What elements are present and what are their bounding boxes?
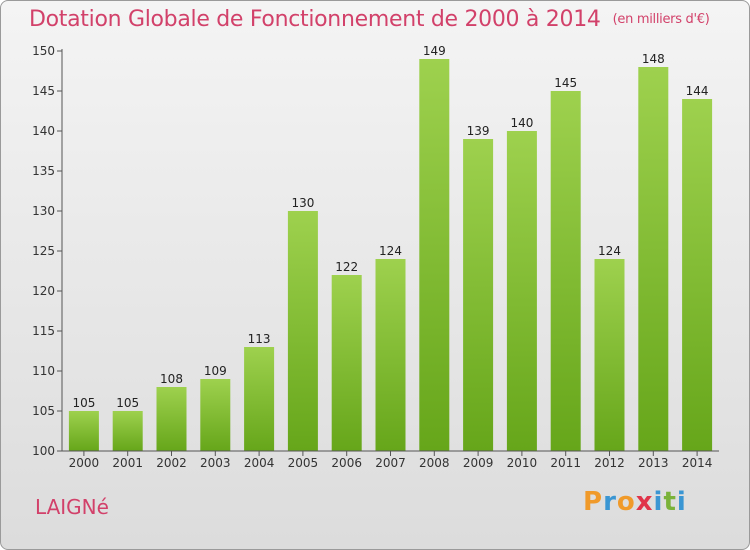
data-label: 109 <box>204 364 227 378</box>
bar <box>244 347 275 451</box>
bar <box>682 99 713 451</box>
x-tick-label: 2013 <box>638 456 669 470</box>
x-tick-label: 2004 <box>244 456 275 470</box>
chart-title: Dotation Globale de Fonctionnement de 20… <box>29 7 710 32</box>
x-tick-label: 2012 <box>594 456 625 470</box>
logo-letter: i <box>676 487 687 517</box>
bar <box>419 59 450 451</box>
data-label: 124 <box>379 244 402 258</box>
y-tick-label: 140 <box>32 124 55 138</box>
x-tick-label: 2000 <box>69 456 100 470</box>
x-tick-label: 2009 <box>463 456 494 470</box>
x-tick-label: 2006 <box>331 456 362 470</box>
bar <box>200 379 231 451</box>
data-label: 149 <box>423 44 446 58</box>
data-label: 108 <box>160 372 183 386</box>
chart-subtitle: (en milliers d'€) <box>612 12 710 27</box>
logo-letter: r <box>603 487 617 517</box>
bar <box>638 67 669 451</box>
y-tick-label: 115 <box>32 324 55 338</box>
data-label: 140 <box>510 116 533 130</box>
data-label: 124 <box>598 244 621 258</box>
logo-letter: P <box>583 487 604 517</box>
bar <box>68 411 99 451</box>
x-tick-label: 2001 <box>112 456 143 470</box>
data-label: 144 <box>686 84 709 98</box>
y-tick-label: 135 <box>32 164 55 178</box>
chart-title-text: Dotation Globale de Fonctionnement de 20… <box>29 7 601 32</box>
y-tick-label: 130 <box>32 204 55 218</box>
y-tick-label: 150 <box>32 44 55 58</box>
bar <box>550 91 581 451</box>
x-tick-label: 2003 <box>200 456 231 470</box>
logo-letter: o <box>616 487 636 517</box>
data-label: 122 <box>335 260 358 274</box>
data-label: 148 <box>642 52 665 66</box>
bar <box>594 259 625 451</box>
commune-name: LAIGNé <box>35 495 109 519</box>
logo-letter: i <box>653 487 664 517</box>
bar <box>287 211 318 451</box>
x-tick-label: 2010 <box>507 456 538 470</box>
logo-letter: t <box>663 487 677 517</box>
y-tick-label: 100 <box>32 444 55 458</box>
bar <box>375 259 406 451</box>
data-label: 113 <box>248 332 271 346</box>
x-tick-label: 2011 <box>550 456 581 470</box>
y-tick-label: 125 <box>32 244 55 258</box>
bar <box>506 131 537 451</box>
logo-letter: x <box>635 487 654 517</box>
proxiti-logo: Proxiti <box>583 487 687 517</box>
bar <box>463 139 494 451</box>
x-tick-label: 2005 <box>288 456 319 470</box>
x-tick-label: 2002 <box>156 456 187 470</box>
x-tick-label: 2014 <box>682 456 713 470</box>
bar <box>112 411 143 451</box>
y-tick-label: 110 <box>32 364 55 378</box>
bar <box>331 275 362 451</box>
data-label: 145 <box>554 76 577 90</box>
bar <box>156 387 187 451</box>
y-tick-label: 145 <box>32 84 55 98</box>
data-label: 105 <box>116 396 139 410</box>
y-tick-label: 120 <box>32 284 55 298</box>
x-tick-label: 2007 <box>375 456 406 470</box>
y-tick-label: 105 <box>32 404 55 418</box>
data-label: 130 <box>291 196 314 210</box>
data-label: 105 <box>72 396 95 410</box>
data-label: 139 <box>467 124 490 138</box>
x-tick-label: 2008 <box>419 456 450 470</box>
